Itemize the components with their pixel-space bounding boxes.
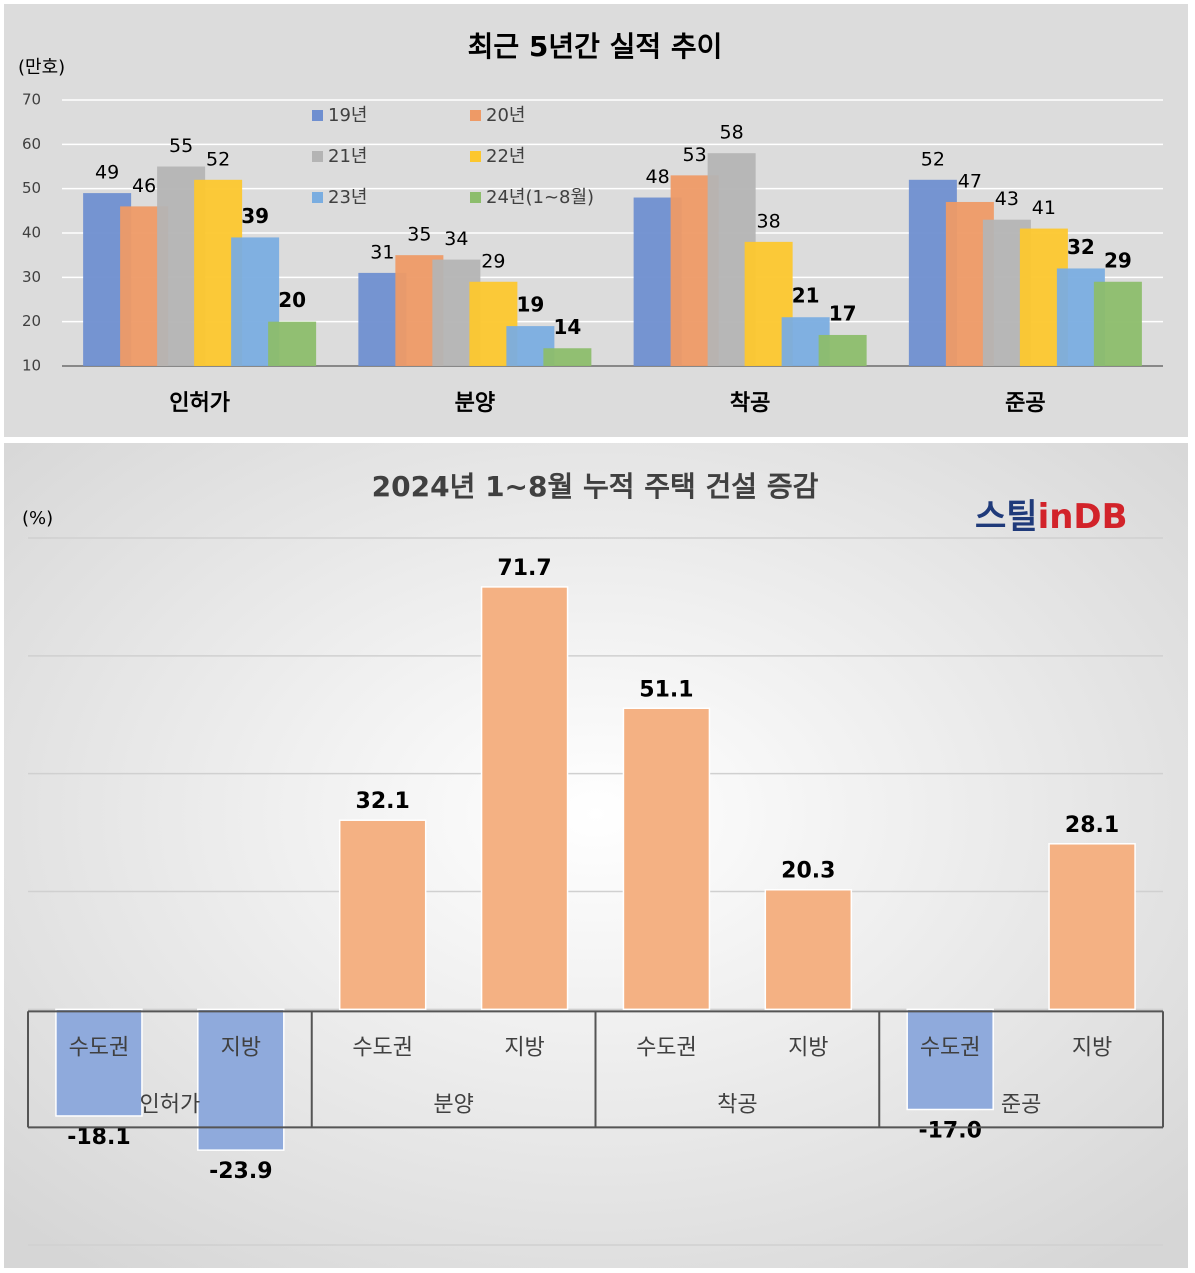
value-label: -17.0 bbox=[918, 1118, 981, 1143]
x-tick-label: 수도권 bbox=[352, 1035, 413, 1060]
x-tick-label: 수도권 bbox=[920, 1035, 981, 1060]
legend-swatch bbox=[312, 151, 323, 162]
x-tick-label: 지방 bbox=[221, 1035, 261, 1060]
bar bbox=[480, 586, 569, 1011]
y-unit: (만호) bbox=[18, 57, 65, 78]
group-label: 분양 bbox=[433, 1092, 473, 1117]
chart-title: 2024년 1~8월 누적 주택 건설 증감 bbox=[372, 470, 819, 503]
value-label: 31 bbox=[370, 241, 394, 263]
value-label: 38 bbox=[757, 210, 781, 232]
value-label: 41 bbox=[1032, 197, 1056, 219]
bar bbox=[622, 707, 711, 1011]
value-label: 53 bbox=[683, 144, 707, 166]
value-label: 51.1 bbox=[639, 677, 693, 702]
value-label: 34 bbox=[444, 228, 468, 250]
logo-part: in bbox=[1038, 497, 1074, 537]
x-tick-label: 분양 bbox=[455, 391, 495, 416]
value-label: 32.1 bbox=[356, 789, 410, 814]
logo: 스틸inDB bbox=[975, 497, 1128, 537]
value-label: 43 bbox=[995, 188, 1019, 210]
value-label: 46 bbox=[132, 175, 156, 197]
legend-label: 23년 bbox=[328, 187, 367, 208]
logo-part: 스틸 bbox=[975, 497, 1038, 537]
value-label: 32 bbox=[1067, 235, 1095, 259]
value-label: 20 bbox=[278, 288, 306, 312]
value-label: 17 bbox=[829, 301, 857, 325]
legend-label: 20년 bbox=[486, 105, 525, 126]
y-tick-label: 50 bbox=[22, 179, 41, 197]
legend-label: 21년 bbox=[328, 146, 367, 167]
legend-swatch bbox=[312, 110, 323, 121]
value-label: 21 bbox=[792, 284, 820, 308]
x-tick-label: 지방 bbox=[1072, 1035, 1112, 1060]
bar bbox=[818, 334, 867, 366]
legend-swatch bbox=[312, 192, 323, 203]
bar bbox=[268, 321, 317, 366]
y-tick-label: 20 bbox=[22, 312, 41, 330]
bar bbox=[906, 1008, 994, 1111]
value-label: 14 bbox=[553, 315, 581, 339]
value-label: 52 bbox=[921, 148, 945, 170]
value-label: 49 bbox=[95, 162, 119, 184]
value-label: 29 bbox=[481, 250, 505, 272]
logo-part: DB bbox=[1073, 497, 1127, 537]
bar bbox=[55, 1008, 143, 1117]
legend-swatch bbox=[470, 192, 481, 203]
value-label: 20.3 bbox=[781, 859, 835, 884]
bar bbox=[338, 819, 427, 1011]
bar bbox=[197, 1008, 285, 1151]
value-label: 58 bbox=[720, 122, 744, 144]
x-tick-label: 지방 bbox=[504, 1035, 544, 1060]
group-label: 인허가 bbox=[140, 1092, 201, 1117]
legend-label: 24년(1~8월) bbox=[486, 187, 594, 208]
y-tick-label: 10 bbox=[22, 357, 41, 375]
y-tick-label: 60 bbox=[22, 135, 41, 153]
x-tick-label: 착공 bbox=[730, 391, 770, 416]
panel-bottom bbox=[4, 443, 1188, 1268]
x-tick-label: 준공 bbox=[1005, 391, 1045, 416]
legend-label: 19년 bbox=[328, 105, 367, 126]
bar bbox=[543, 348, 592, 366]
x-tick-label: 인허가 bbox=[169, 391, 230, 416]
y-tick-label: 30 bbox=[22, 268, 41, 286]
y-unit: (%) bbox=[22, 508, 53, 529]
chart-title: 최근 5년간 실적 추이 bbox=[468, 30, 723, 63]
value-label: 48 bbox=[646, 166, 670, 188]
bar bbox=[1048, 843, 1136, 1011]
value-label: 47 bbox=[958, 170, 982, 192]
x-tick-label: 지방 bbox=[788, 1035, 828, 1060]
value-label: 28.1 bbox=[1065, 813, 1119, 838]
value-label: 55 bbox=[169, 135, 193, 157]
value-label: -18.1 bbox=[67, 1125, 130, 1150]
value-label: 52 bbox=[206, 148, 230, 170]
value-label: 29 bbox=[1104, 248, 1132, 272]
group-label: 착공 bbox=[717, 1092, 757, 1117]
x-tick-label: 수도권 bbox=[69, 1035, 130, 1060]
value-label: 39 bbox=[241, 204, 269, 228]
x-tick-label: 수도권 bbox=[636, 1035, 697, 1060]
group-label: 준공 bbox=[1001, 1092, 1041, 1117]
y-tick-label: 40 bbox=[22, 224, 41, 242]
legend-label: 22년 bbox=[486, 146, 525, 167]
value-label: -23.9 bbox=[209, 1159, 272, 1184]
legend-swatch bbox=[470, 151, 481, 162]
bar bbox=[1093, 281, 1142, 366]
value-label: 19 bbox=[516, 293, 544, 317]
bar bbox=[764, 888, 853, 1011]
legend-swatch bbox=[470, 110, 481, 121]
value-label: 71.7 bbox=[497, 556, 551, 581]
value-label: 35 bbox=[407, 224, 431, 246]
y-tick-label: 70 bbox=[22, 91, 41, 109]
